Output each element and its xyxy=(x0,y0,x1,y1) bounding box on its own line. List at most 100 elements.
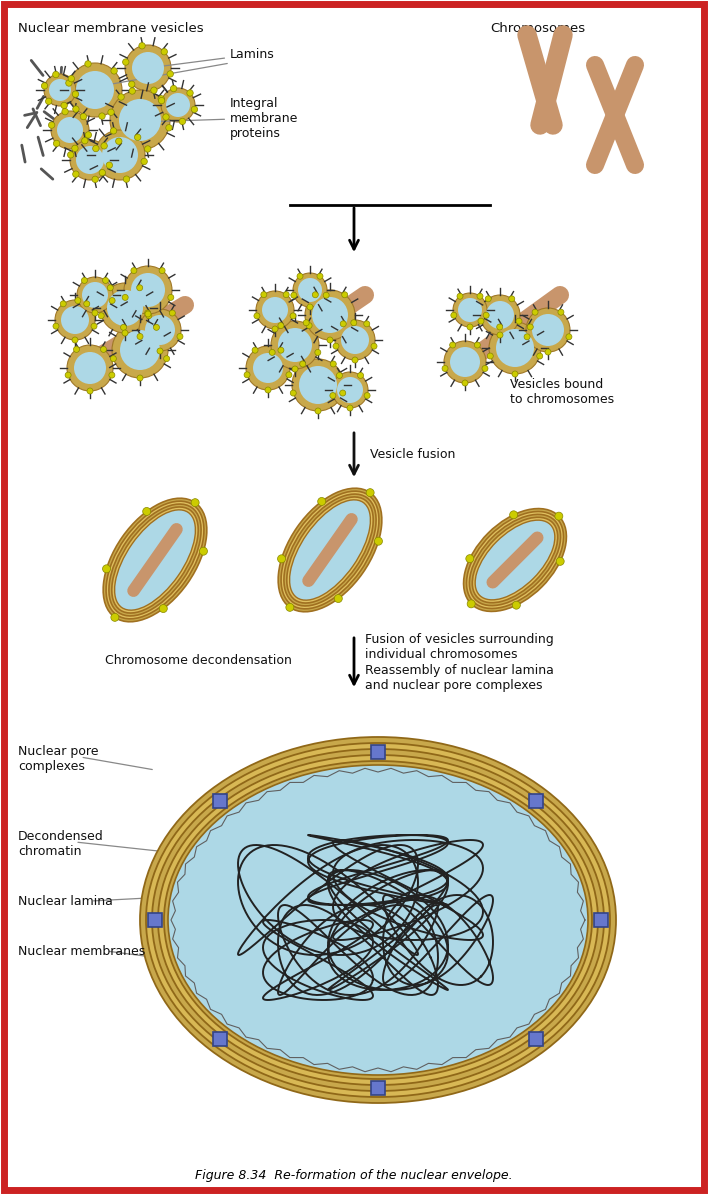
Circle shape xyxy=(77,277,113,313)
Bar xyxy=(594,913,608,927)
Circle shape xyxy=(486,301,514,330)
Circle shape xyxy=(85,131,91,139)
Circle shape xyxy=(179,118,185,124)
Circle shape xyxy=(246,346,290,390)
Ellipse shape xyxy=(140,737,616,1103)
Ellipse shape xyxy=(152,749,604,1091)
Circle shape xyxy=(526,308,570,352)
Circle shape xyxy=(74,352,106,384)
Circle shape xyxy=(512,371,518,377)
Ellipse shape xyxy=(472,517,558,603)
Circle shape xyxy=(107,290,143,326)
Ellipse shape xyxy=(112,507,198,613)
Ellipse shape xyxy=(158,755,598,1085)
Circle shape xyxy=(119,99,161,141)
Circle shape xyxy=(371,343,377,349)
Circle shape xyxy=(111,68,118,74)
Circle shape xyxy=(137,285,143,291)
Text: Nuclear membranes: Nuclear membranes xyxy=(18,944,145,958)
Circle shape xyxy=(74,346,79,352)
Circle shape xyxy=(72,337,78,343)
Circle shape xyxy=(265,387,271,393)
Circle shape xyxy=(253,353,283,383)
Circle shape xyxy=(462,380,468,386)
Circle shape xyxy=(510,511,518,519)
Circle shape xyxy=(123,176,130,183)
Circle shape xyxy=(312,297,348,333)
Circle shape xyxy=(110,90,170,150)
Circle shape xyxy=(480,295,520,336)
Circle shape xyxy=(312,291,319,297)
Text: Fusion of vesicles surrounding
individual chromosomes: Fusion of vesicles surrounding individua… xyxy=(365,633,554,661)
Text: Decondensed
chromatin: Decondensed chromatin xyxy=(18,830,104,858)
Circle shape xyxy=(341,326,369,353)
Circle shape xyxy=(532,309,538,315)
Circle shape xyxy=(537,353,543,359)
Circle shape xyxy=(60,301,67,307)
Circle shape xyxy=(87,388,93,394)
Circle shape xyxy=(76,70,114,109)
Ellipse shape xyxy=(290,500,370,601)
Circle shape xyxy=(524,334,530,340)
Circle shape xyxy=(466,555,474,562)
Circle shape xyxy=(137,375,143,381)
Circle shape xyxy=(323,293,329,298)
Ellipse shape xyxy=(278,488,382,611)
Circle shape xyxy=(566,334,572,340)
Circle shape xyxy=(305,290,355,340)
Circle shape xyxy=(375,537,382,546)
Circle shape xyxy=(122,59,129,66)
Circle shape xyxy=(364,393,370,399)
Circle shape xyxy=(51,111,89,149)
Circle shape xyxy=(244,371,250,377)
Circle shape xyxy=(497,332,503,338)
Circle shape xyxy=(145,315,175,345)
Circle shape xyxy=(168,295,174,301)
Circle shape xyxy=(291,293,297,298)
Circle shape xyxy=(98,313,104,319)
Circle shape xyxy=(76,146,104,174)
Circle shape xyxy=(93,146,99,152)
Circle shape xyxy=(108,109,114,116)
Circle shape xyxy=(444,341,486,383)
Bar xyxy=(148,913,162,927)
Circle shape xyxy=(109,297,115,303)
Ellipse shape xyxy=(146,743,610,1097)
Circle shape xyxy=(61,103,67,109)
Circle shape xyxy=(453,293,487,327)
Circle shape xyxy=(73,106,79,112)
Bar xyxy=(529,794,543,808)
Bar xyxy=(371,1081,385,1095)
Circle shape xyxy=(315,408,321,414)
Circle shape xyxy=(283,291,289,297)
Text: Lamins: Lamins xyxy=(151,48,275,68)
Circle shape xyxy=(191,499,199,506)
Circle shape xyxy=(61,306,89,334)
Circle shape xyxy=(558,309,564,315)
Text: Integral
membrane
proteins: Integral membrane proteins xyxy=(143,97,298,140)
Circle shape xyxy=(278,347,284,353)
Circle shape xyxy=(272,326,278,332)
Text: Nuclear lamina: Nuclear lamina xyxy=(18,896,113,907)
Circle shape xyxy=(55,300,95,340)
Circle shape xyxy=(99,170,105,176)
Circle shape xyxy=(151,87,157,93)
Text: Nuclear pore
complexes: Nuclear pore complexes xyxy=(18,745,98,773)
Circle shape xyxy=(298,278,322,302)
Circle shape xyxy=(164,356,170,362)
Circle shape xyxy=(496,330,534,367)
Circle shape xyxy=(70,140,110,180)
Circle shape xyxy=(306,322,312,328)
Circle shape xyxy=(341,321,346,327)
Circle shape xyxy=(167,70,173,78)
Circle shape xyxy=(85,61,91,67)
Circle shape xyxy=(101,142,108,149)
Circle shape xyxy=(299,367,337,404)
Circle shape xyxy=(337,377,363,404)
Ellipse shape xyxy=(281,491,379,609)
Circle shape xyxy=(159,604,167,613)
Circle shape xyxy=(118,94,125,100)
Circle shape xyxy=(169,310,176,316)
Ellipse shape xyxy=(115,510,195,610)
Circle shape xyxy=(342,291,348,297)
